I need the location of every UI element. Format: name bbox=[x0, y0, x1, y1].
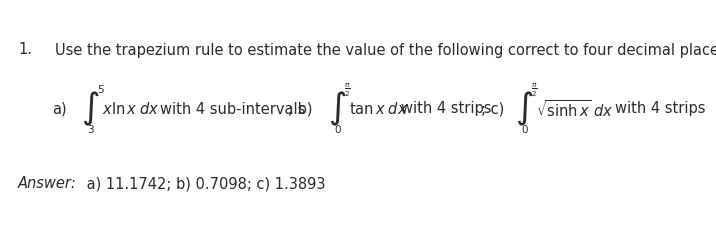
Text: 0: 0 bbox=[521, 125, 528, 135]
Text: a) 11.1742; b) 0.7098; c) 1.3893: a) 11.1742; b) 0.7098; c) 1.3893 bbox=[82, 176, 326, 192]
Text: with 4 sub-intervals: with 4 sub-intervals bbox=[160, 102, 306, 116]
Text: 5: 5 bbox=[97, 85, 104, 95]
Text: $\sqrt{\sinh x}\;dx$: $\sqrt{\sinh x}\;dx$ bbox=[536, 99, 614, 119]
Text: with 4 strips: with 4 strips bbox=[615, 102, 705, 116]
Text: $\tan x\;dx$: $\tan x\;dx$ bbox=[349, 101, 408, 117]
Text: ; b): ; b) bbox=[288, 102, 312, 116]
Text: $\int$: $\int$ bbox=[328, 90, 347, 128]
Text: $x\ln x\;dx$: $x\ln x\;dx$ bbox=[102, 101, 160, 117]
Text: 1.: 1. bbox=[18, 43, 32, 57]
Text: with 4 strips: with 4 strips bbox=[401, 102, 491, 116]
Text: $\frac{\pi}{2}$: $\frac{\pi}{2}$ bbox=[344, 81, 351, 99]
Text: $\frac{\pi}{2}$: $\frac{\pi}{2}$ bbox=[531, 81, 538, 99]
Text: 0: 0 bbox=[334, 125, 341, 135]
Text: Use the trapezium rule to estimate the value of the following correct to four de: Use the trapezium rule to estimate the v… bbox=[55, 43, 716, 57]
Text: $\int$: $\int$ bbox=[515, 90, 533, 128]
Text: Answer:: Answer: bbox=[18, 176, 77, 192]
Text: ; c): ; c) bbox=[481, 102, 504, 116]
Text: 3: 3 bbox=[87, 125, 94, 135]
Text: a): a) bbox=[52, 102, 67, 116]
Text: $\int$: $\int$ bbox=[81, 90, 100, 128]
